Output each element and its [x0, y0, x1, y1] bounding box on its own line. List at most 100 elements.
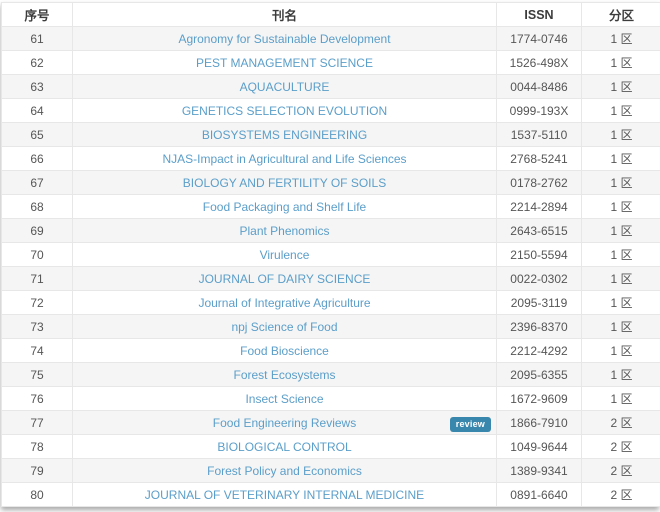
cell-issn: 0891-6640 [496, 482, 582, 507]
cell-zone: 2 区 [581, 410, 660, 435]
journal-link[interactable]: Journal of Integrative Agriculture [198, 295, 371, 310]
table-row: 66 NJAS-Impact in Agricultural and Life … [1, 146, 660, 171]
cell-zone: 1 区 [581, 218, 660, 243]
column-header-issn: ISSN [496, 2, 582, 27]
journal-link[interactable]: Food Engineering Reviews [212, 415, 357, 430]
table-row: 78 BIOLOGICAL CONTROL 1049-9644 2 区 [1, 434, 660, 459]
cell-journal-name: BIOLOGICAL CONTROL [72, 434, 497, 459]
cell-index: 73 [1, 314, 73, 339]
table-header: 序号 刊名 ISSN 分区 [1, 2, 660, 27]
cell-index: 66 [1, 146, 73, 171]
cell-index: 72 [1, 290, 73, 315]
journal-link[interactable]: PEST MANAGEMENT SCIENCE [196, 55, 373, 70]
cell-journal-name: Journal of Integrative Agriculture [72, 290, 497, 315]
column-header-index: 序号 [1, 2, 73, 27]
journal-link[interactable]: BIOLOGY AND FERTILITY OF SOILS [182, 175, 387, 190]
cell-index: 80 [1, 482, 73, 507]
journal-link[interactable]: Virulence [259, 247, 310, 262]
cell-zone: 1 区 [581, 122, 660, 147]
cell-index: 79 [1, 458, 73, 483]
cell-zone: 2 区 [581, 434, 660, 459]
cell-index: 68 [1, 194, 73, 219]
table-row: 69 Plant Phenomics 2643-6515 1 区 [1, 218, 660, 243]
cell-index: 71 [1, 266, 73, 291]
cell-zone: 1 区 [581, 170, 660, 195]
cell-issn: 2150-5594 [496, 242, 582, 267]
cell-issn: 2095-6355 [496, 362, 582, 387]
table-body: 61 Agronomy for Sustainable Development … [1, 26, 660, 507]
table-row: 71 JOURNAL OF DAIRY SCIENCE 0022-0302 1 … [1, 266, 660, 291]
cell-zone: 2 区 [581, 458, 660, 483]
table-row: 72 Journal of Integrative Agriculture 20… [1, 290, 660, 315]
cell-issn: 1672-9609 [496, 386, 582, 411]
journal-link[interactable]: BIOLOGICAL CONTROL [217, 439, 352, 454]
cell-index: 62 [1, 50, 73, 75]
cell-journal-name: Forest Ecosystems [72, 362, 497, 387]
journal-link[interactable]: JOURNAL OF VETERINARY INTERNAL MEDICINE [144, 487, 425, 502]
journal-link[interactable]: Insect Science [245, 391, 324, 406]
cell-issn: 1049-9644 [496, 434, 582, 459]
journal-link[interactable]: NJAS-Impact in Agricultural and Life Sci… [162, 151, 407, 166]
journal-link[interactable]: AQUACULTURE [239, 79, 330, 94]
cell-zone: 1 区 [581, 242, 660, 267]
table-row: 75 Forest Ecosystems 2095-6355 1 区 [1, 362, 660, 387]
cell-issn: 2095-3119 [496, 290, 582, 315]
cell-issn: 2396-8370 [496, 314, 582, 339]
cell-index: 69 [1, 218, 73, 243]
cell-issn: 2643-6515 [496, 218, 582, 243]
table-row: 76 Insect Science 1672-9609 1 区 [1, 386, 660, 411]
cell-index: 75 [1, 362, 73, 387]
cell-journal-name: npj Science of Food [72, 314, 497, 339]
table-row: 63 AQUACULTURE 0044-8486 1 区 [1, 74, 660, 99]
cell-zone: 1 区 [581, 98, 660, 123]
journal-link[interactable]: GENETICS SELECTION EVOLUTION [181, 103, 388, 118]
table-row: 80 JOURNAL OF VETERINARY INTERNAL MEDICI… [1, 482, 660, 507]
cell-index: 65 [1, 122, 73, 147]
cell-journal-name: BIOLOGY AND FERTILITY OF SOILS [72, 170, 497, 195]
cell-issn: 1389-9341 [496, 458, 582, 483]
table-row: 77 Food Engineering Reviews review 1866-… [1, 410, 660, 435]
cell-issn: 0999-193X [496, 98, 582, 123]
cell-journal-name: JOURNAL OF VETERINARY INTERNAL MEDICINE [72, 482, 497, 507]
journal-link[interactable]: Plant Phenomics [239, 223, 330, 238]
review-badge: review [449, 416, 491, 432]
column-header-name: 刊名 [72, 2, 497, 27]
cell-journal-name: Food Engineering Reviews review [72, 410, 497, 435]
cell-zone: 1 区 [581, 290, 660, 315]
cell-issn: 1526-498X [496, 50, 582, 75]
cell-index: 63 [1, 74, 73, 99]
cell-zone: 1 区 [581, 194, 660, 219]
cell-issn: 1774-0746 [496, 26, 582, 51]
cell-issn: 2212-4292 [496, 338, 582, 363]
table-row: 62 PEST MANAGEMENT SCIENCE 1526-498X 1 区 [1, 50, 660, 75]
journal-link[interactable]: Forest Ecosystems [233, 367, 336, 382]
cell-index: 64 [1, 98, 73, 123]
header-row: 序号 刊名 ISSN 分区 [1, 2, 660, 27]
cell-journal-name: Forest Policy and Economics [72, 458, 497, 483]
cell-issn: 2768-5241 [496, 146, 582, 171]
journal-link[interactable]: Agronomy for Sustainable Development [178, 31, 391, 46]
journal-link[interactable]: Food Bioscience [240, 343, 329, 358]
table-row: 79 Forest Policy and Economics 1389-9341… [1, 458, 660, 483]
cell-journal-name: Food Packaging and Shelf Life [72, 194, 497, 219]
column-header-zone: 分区 [581, 2, 660, 27]
cell-zone: 1 区 [581, 50, 660, 75]
cell-zone: 1 区 [581, 362, 660, 387]
table-row: 67 BIOLOGY AND FERTILITY OF SOILS 0178-2… [1, 170, 660, 195]
cell-index: 70 [1, 242, 73, 267]
cell-zone: 1 区 [581, 74, 660, 99]
journal-link[interactable]: npj Science of Food [231, 319, 338, 334]
journal-link[interactable]: Forest Policy and Economics [207, 463, 362, 478]
table-row: 61 Agronomy for Sustainable Development … [1, 26, 660, 51]
journal-link[interactable]: BIOSYSTEMS ENGINEERING [201, 127, 368, 142]
table-row: 70 Virulence 2150-5594 1 区 [1, 242, 660, 267]
cell-zone: 1 区 [581, 146, 660, 171]
journal-link[interactable]: JOURNAL OF DAIRY SCIENCE [198, 271, 371, 286]
journal-link[interactable]: Food Packaging and Shelf Life [202, 199, 367, 214]
cell-issn: 2214-2894 [496, 194, 582, 219]
cell-journal-name: AQUACULTURE [72, 74, 497, 99]
cell-journal-name: JOURNAL OF DAIRY SCIENCE [72, 266, 497, 291]
